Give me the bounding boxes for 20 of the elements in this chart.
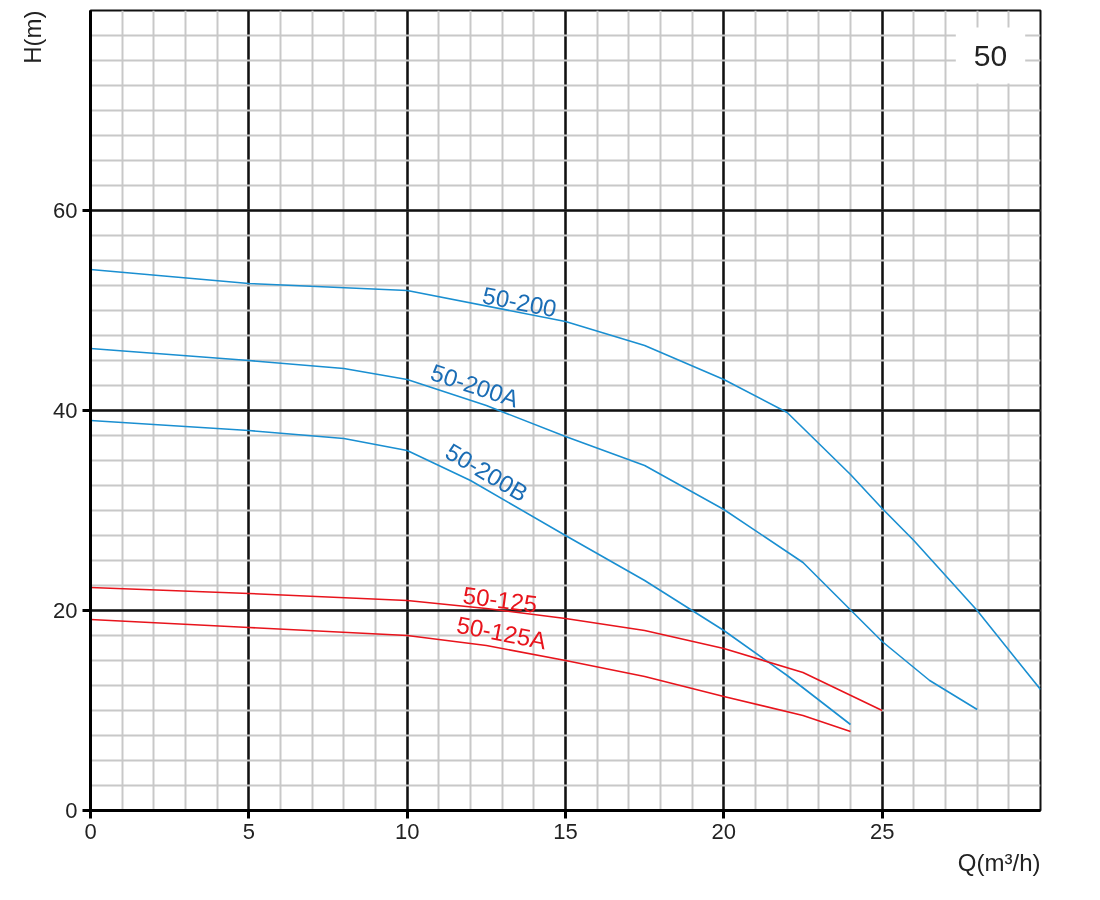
line-series bbox=[90, 586, 883, 712]
annotation: 50 bbox=[973, 38, 1008, 72]
x-tick-label: 0 bbox=[84, 818, 97, 844]
line-series bbox=[90, 618, 852, 733]
x-tick-label: 15 bbox=[553, 818, 578, 844]
x-tick-label: 10 bbox=[394, 818, 420, 844]
line-series bbox=[90, 268, 1041, 691]
x-tick-label: 25 bbox=[869, 818, 895, 844]
y-tick-label: 20 bbox=[53, 598, 78, 623]
x-tick-label: 20 bbox=[711, 818, 737, 844]
x-axis-title: Q(m³/h) bbox=[957, 848, 1041, 876]
x-tick-label: 5 bbox=[242, 818, 255, 844]
y-tick-label: 60 bbox=[53, 198, 78, 223]
y-tick-label: 0 bbox=[65, 798, 78, 823]
y-tick-label: 40 bbox=[53, 398, 78, 423]
line-series bbox=[90, 419, 852, 726]
line-series bbox=[90, 347, 978, 711]
text: 50-200 bbox=[480, 281, 559, 323]
y-axis-title: H(m) bbox=[18, 10, 46, 64]
text: 50-125 bbox=[461, 581, 539, 618]
